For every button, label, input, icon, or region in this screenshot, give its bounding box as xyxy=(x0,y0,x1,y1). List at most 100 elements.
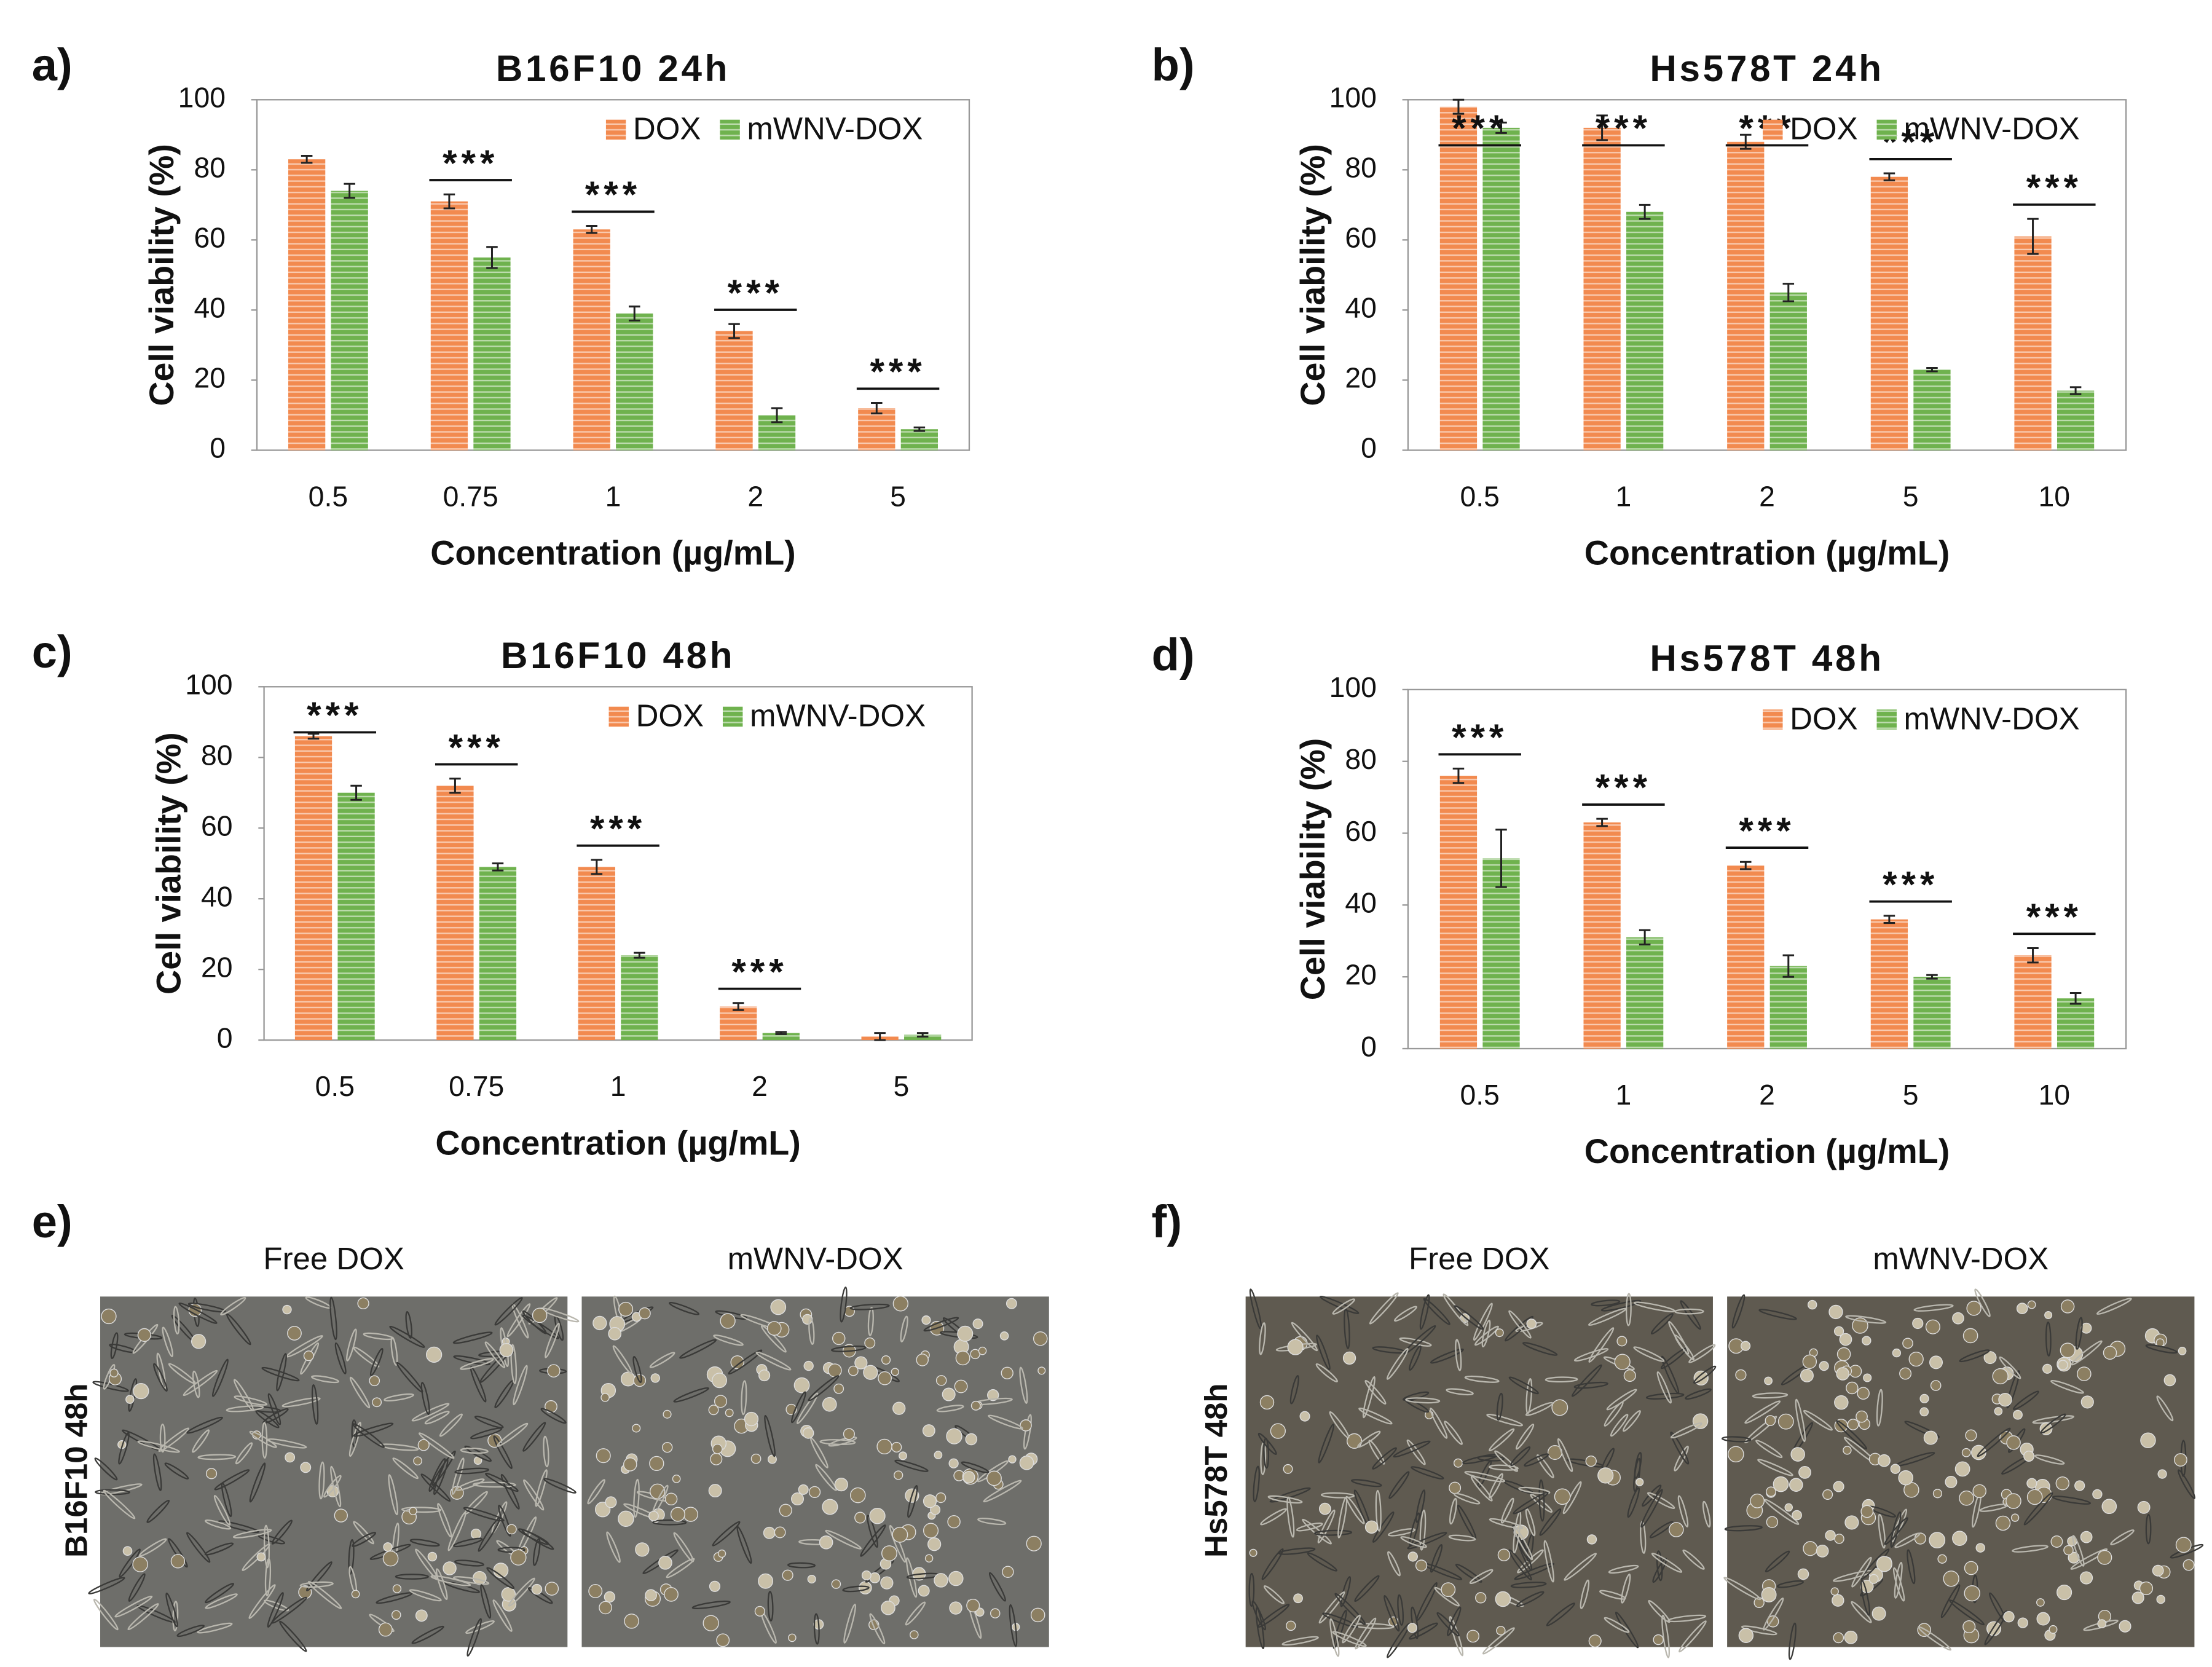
cell xyxy=(758,1369,771,1382)
cell xyxy=(1959,1490,1974,1506)
cell xyxy=(1843,1446,1852,1455)
cell xyxy=(1800,1368,1814,1382)
cell xyxy=(204,1519,232,1530)
cell xyxy=(1388,1471,1410,1499)
cell xyxy=(1891,1508,1908,1543)
cell xyxy=(612,1345,632,1374)
cell xyxy=(936,1405,964,1413)
cell xyxy=(1444,1421,1463,1445)
error-bar xyxy=(486,246,498,269)
cell xyxy=(1621,1573,1631,1604)
cell xyxy=(803,1360,814,1371)
cell xyxy=(1828,1304,1843,1320)
cell xyxy=(376,1592,413,1604)
cell xyxy=(867,1307,874,1336)
cell xyxy=(470,1427,503,1440)
error-bar xyxy=(443,193,455,210)
cell xyxy=(923,1523,939,1539)
cell xyxy=(1846,1381,1859,1395)
cell xyxy=(2131,1591,2144,1604)
cell xyxy=(1949,1599,1985,1626)
cell xyxy=(480,1584,492,1619)
cell xyxy=(664,1492,678,1506)
cell xyxy=(1317,1509,1336,1543)
cell xyxy=(1318,1423,1335,1464)
cell xyxy=(382,1550,399,1567)
cell xyxy=(1489,1464,1519,1471)
legend-swatch xyxy=(605,119,626,140)
cell xyxy=(1508,1310,1532,1339)
cell xyxy=(1409,1512,1420,1547)
cell xyxy=(532,1307,548,1323)
cell xyxy=(661,1441,673,1453)
cell xyxy=(876,1438,892,1455)
cell xyxy=(725,1408,734,1417)
cell xyxy=(2145,1344,2178,1354)
cell xyxy=(1923,1430,1938,1445)
cell xyxy=(921,1315,931,1325)
cell xyxy=(1508,1549,1532,1581)
x-tick-label: 2 xyxy=(1759,1079,1775,1111)
cell xyxy=(1269,1487,1311,1503)
error-bar xyxy=(732,1002,744,1011)
column-label: mWNV-DOX xyxy=(728,1241,903,1276)
legend-swatch xyxy=(1763,709,1783,730)
cell xyxy=(1876,1556,1892,1572)
cell xyxy=(1998,1392,2012,1407)
cell xyxy=(1964,1585,1980,1602)
cell xyxy=(744,1411,759,1427)
cell xyxy=(966,1599,980,1613)
bar xyxy=(1626,211,1664,451)
cell xyxy=(218,1520,259,1534)
cell xyxy=(1495,1591,1511,1607)
cell xyxy=(1454,1305,1484,1330)
bar xyxy=(1482,858,1520,1049)
cell xyxy=(1403,1325,1436,1355)
error-bar xyxy=(586,225,597,234)
cell xyxy=(1423,1298,1450,1325)
cell xyxy=(1345,1496,1365,1524)
cell xyxy=(94,1457,118,1481)
error-bar xyxy=(1883,915,1895,924)
cell xyxy=(1954,1461,1970,1477)
cell xyxy=(2012,1545,2049,1553)
x-tick-label: 1 xyxy=(610,1070,626,1102)
cell xyxy=(205,1583,235,1604)
cell xyxy=(1470,1475,1493,1502)
cell xyxy=(1952,1531,1967,1546)
cell xyxy=(1943,1570,1959,1587)
legend-label: DOX xyxy=(636,698,704,733)
bar xyxy=(331,191,368,451)
legend-label: DOX xyxy=(633,111,701,146)
cell xyxy=(1964,1561,1978,1575)
cell xyxy=(418,1432,455,1459)
cell xyxy=(834,1478,848,1492)
cell xyxy=(1834,1534,1844,1544)
cell xyxy=(712,1521,741,1547)
cell xyxy=(894,1470,903,1480)
cell xyxy=(807,1574,816,1584)
cell xyxy=(741,1380,747,1416)
cell xyxy=(954,1379,968,1393)
error-bar xyxy=(2027,218,2039,255)
cell xyxy=(1588,1307,1627,1326)
cell xyxy=(957,1325,974,1342)
cell xyxy=(1693,1365,1717,1384)
cell xyxy=(1735,1369,1747,1381)
cell xyxy=(1446,1388,1474,1396)
cell xyxy=(1443,1293,1469,1326)
cell xyxy=(1616,1336,1628,1347)
cell xyxy=(1878,1454,1891,1467)
cell xyxy=(658,1556,672,1570)
cell xyxy=(934,1573,948,1588)
cell xyxy=(618,1301,634,1317)
cell xyxy=(2026,1489,2043,1505)
cell xyxy=(2049,1625,2058,1634)
cell xyxy=(1836,1347,1851,1362)
cell xyxy=(808,1486,821,1499)
cell xyxy=(1738,1628,1754,1643)
cell xyxy=(592,1315,607,1331)
cell xyxy=(1907,1549,1916,1585)
cell xyxy=(1386,1347,1409,1380)
cell xyxy=(1386,1622,1411,1658)
